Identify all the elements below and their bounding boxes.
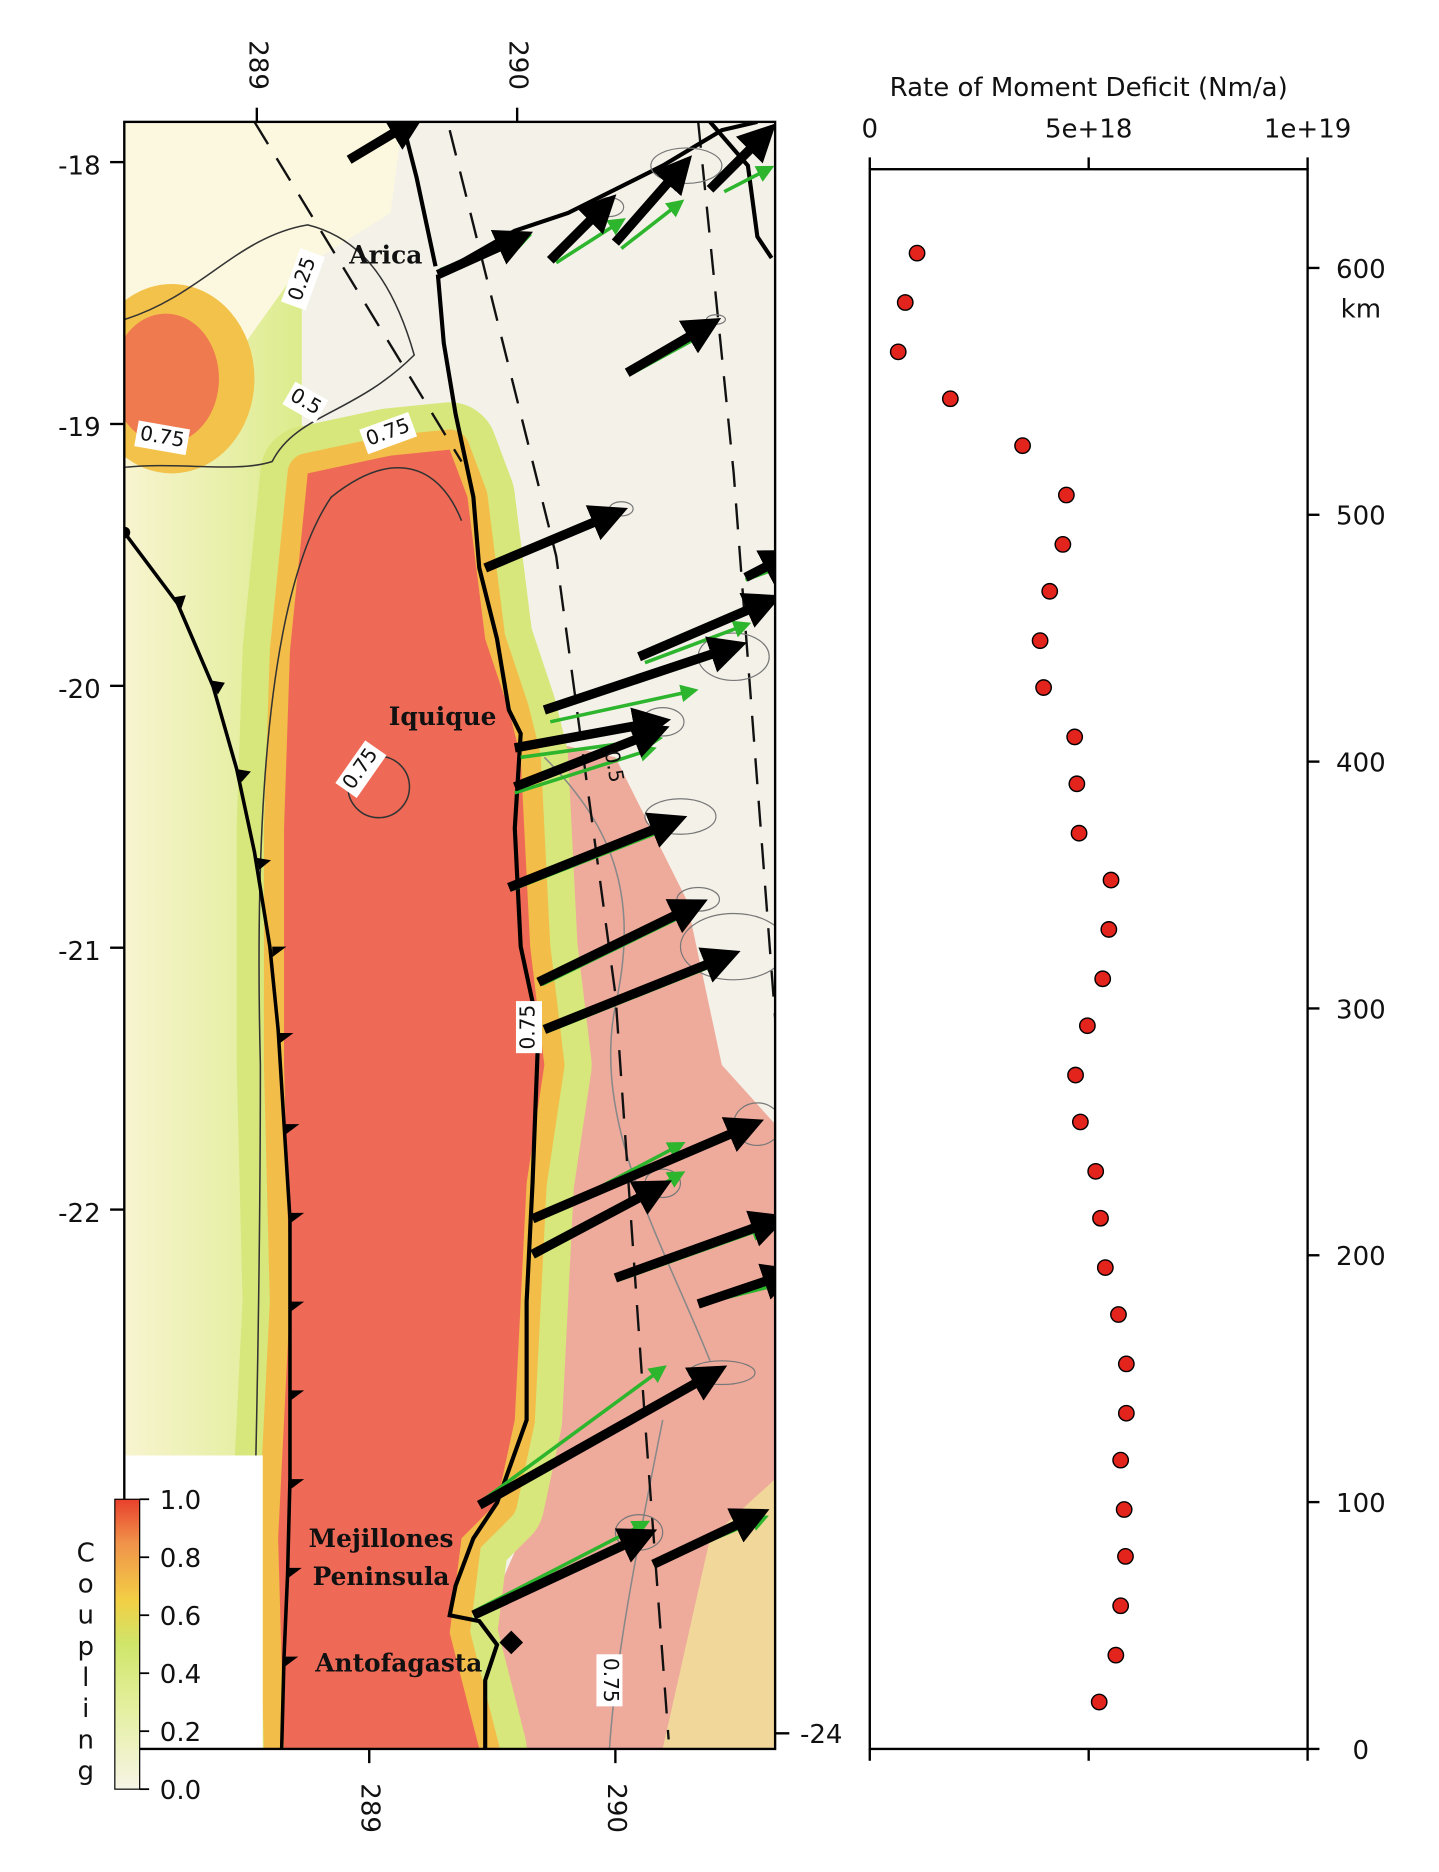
y-tick-label: 0 bbox=[1353, 1736, 1370, 1766]
coupling-zone bbox=[230, 402, 592, 1749]
place-label: Antofagasta bbox=[314, 1648, 482, 1677]
dot bbox=[1110, 1306, 1127, 1323]
dot bbox=[908, 244, 926, 262]
dot bbox=[1070, 824, 1088, 842]
x-tick-label: 1e+19 bbox=[1264, 115, 1351, 145]
map-frame bbox=[123, 120, 777, 1751]
y-tick-label: 200 bbox=[1336, 1242, 1386, 1272]
label-box bbox=[282, 381, 329, 424]
contour-label: 0.75 bbox=[515, 1005, 539, 1050]
label-box bbox=[335, 740, 387, 798]
x-tick-label: 0 bbox=[861, 115, 878, 145]
colorbar-tick-label: 0.6 bbox=[160, 1602, 201, 1632]
contour-line bbox=[124, 224, 416, 469]
dot bbox=[1117, 1548, 1134, 1565]
observed-vectors bbox=[346, 121, 776, 1620]
dot bbox=[1078, 1017, 1096, 1035]
colorbar-tick-label: 0.0 bbox=[160, 1776, 201, 1806]
y-axis-label: km bbox=[1341, 295, 1381, 325]
lon-tick-label: 289 bbox=[355, 1783, 385, 1833]
dot bbox=[1068, 775, 1086, 793]
dot bbox=[1090, 1693, 1108, 1711]
x-tick-label: 5e+18 bbox=[1045, 115, 1132, 145]
dot bbox=[1087, 1162, 1105, 1180]
contour-label: 0.5 bbox=[600, 749, 629, 785]
colorbar bbox=[114, 1498, 141, 1790]
lat-tick-label: -24 bbox=[800, 1720, 843, 1750]
dot bbox=[1092, 1209, 1109, 1227]
place-label: Mejillones bbox=[309, 1524, 454, 1553]
dot bbox=[889, 343, 907, 361]
lat-tick-label: -19 bbox=[58, 413, 101, 443]
y-tick-label: 400 bbox=[1336, 748, 1386, 778]
colorbar-panel bbox=[124, 1455, 263, 1749]
dot bbox=[896, 294, 914, 311]
colorbar-tick-label: 0.4 bbox=[160, 1660, 201, 1690]
dot bbox=[1066, 728, 1084, 746]
colorbar-tick-label: 1.0 bbox=[160, 1486, 201, 1516]
y-tick-label: 500 bbox=[1336, 502, 1386, 532]
lon-tick-label: 290 bbox=[503, 40, 533, 90]
dashed-line bbox=[253, 121, 776, 1740]
dot bbox=[1117, 1355, 1135, 1373]
place-label: Arica bbox=[348, 240, 422, 269]
y-tick-label: 100 bbox=[1336, 1489, 1386, 1519]
dot bbox=[1054, 535, 1072, 553]
lat-tick-label: -21 bbox=[58, 937, 101, 967]
y-tick-label: 600 bbox=[1336, 255, 1386, 285]
dot bbox=[1100, 921, 1118, 938]
dot bbox=[1031, 632, 1049, 650]
trench-end bbox=[124, 526, 131, 539]
dot bbox=[1014, 437, 1031, 455]
plot-frame bbox=[868, 168, 1309, 1751]
dot bbox=[1094, 970, 1112, 988]
lon-tick-label: 289 bbox=[242, 40, 272, 90]
label-box bbox=[515, 1001, 543, 1054]
place-label: Peninsula bbox=[313, 1562, 450, 1591]
dot bbox=[1107, 1646, 1125, 1664]
label-box bbox=[359, 411, 418, 455]
dot bbox=[1117, 1404, 1135, 1422]
lon-tick-label: 290 bbox=[601, 1783, 631, 1833]
lat-tick-label: -20 bbox=[58, 675, 101, 705]
dot bbox=[1071, 1113, 1089, 1131]
dot bbox=[1057, 486, 1075, 504]
colorbar-title: Coupling bbox=[71, 1538, 101, 1787]
dot bbox=[1112, 1597, 1130, 1615]
place-label: Iquique bbox=[389, 702, 497, 731]
label-box bbox=[134, 420, 191, 456]
dot bbox=[1096, 1259, 1114, 1277]
contour-line bbox=[608, 1419, 664, 1749]
trench bbox=[124, 531, 292, 1749]
label-box bbox=[596, 1654, 623, 1707]
dot bbox=[1115, 1501, 1133, 1518]
dot bbox=[1067, 1066, 1084, 1084]
dot bbox=[941, 390, 959, 408]
colorbar-tick-label: 0.2 bbox=[160, 1718, 201, 1748]
lat-tick-label: -22 bbox=[58, 1199, 101, 1229]
dot bbox=[1102, 871, 1120, 889]
colorbar-tick-label: 0.8 bbox=[160, 1544, 201, 1574]
chart-title: Rate of Moment Deficit (Nm/a) bbox=[890, 73, 1288, 103]
dot bbox=[1112, 1451, 1130, 1469]
map-shading bbox=[124, 313, 219, 444]
contour-label: 0.75 bbox=[599, 1658, 623, 1703]
dot bbox=[1035, 679, 1052, 696]
label-box bbox=[281, 248, 325, 311]
map-shading bbox=[662, 1479, 776, 1749]
dot bbox=[1041, 582, 1059, 600]
coastline bbox=[400, 121, 774, 1749]
map: 0.25 0.5 0.75 0.75 0.75 0.5 0.75 0.75 Ar… bbox=[124, 121, 776, 1749]
lat-tick-label: -18 bbox=[58, 151, 101, 181]
y-tick-label: 300 bbox=[1336, 995, 1386, 1025]
